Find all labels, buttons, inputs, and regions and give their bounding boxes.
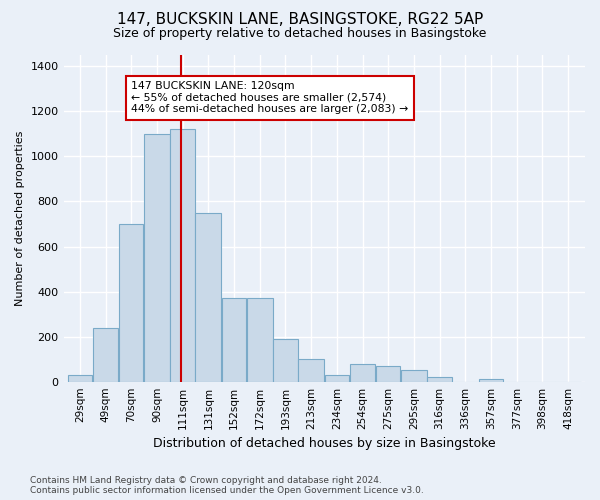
Bar	[350, 364, 376, 382]
Text: 147, BUCKSKIN LANE, BASINGSTOKE, RG22 5AP: 147, BUCKSKIN LANE, BASINGSTOKE, RG22 5A…	[117, 12, 483, 28]
Bar	[196, 212, 221, 382]
Bar	[68, 375, 92, 382]
Bar	[170, 130, 195, 382]
Bar	[427, 377, 452, 382]
Bar	[376, 366, 400, 382]
Bar	[298, 359, 324, 382]
Bar	[119, 224, 143, 382]
Bar	[247, 298, 272, 382]
Text: Size of property relative to detached houses in Basingstoke: Size of property relative to detached ho…	[113, 28, 487, 40]
Y-axis label: Number of detached properties: Number of detached properties	[15, 130, 25, 306]
Bar	[144, 134, 170, 382]
X-axis label: Distribution of detached houses by size in Basingstoke: Distribution of detached houses by size …	[153, 437, 496, 450]
Bar	[325, 375, 349, 382]
Bar	[273, 339, 298, 382]
Text: 147 BUCKSKIN LANE: 120sqm
← 55% of detached houses are smaller (2,574)
44% of se: 147 BUCKSKIN LANE: 120sqm ← 55% of detac…	[131, 81, 409, 114]
Bar	[222, 298, 246, 382]
Bar	[401, 370, 427, 382]
Text: Contains HM Land Registry data © Crown copyright and database right 2024.
Contai: Contains HM Land Registry data © Crown c…	[30, 476, 424, 495]
Bar	[92, 328, 118, 382]
Bar	[479, 380, 503, 382]
